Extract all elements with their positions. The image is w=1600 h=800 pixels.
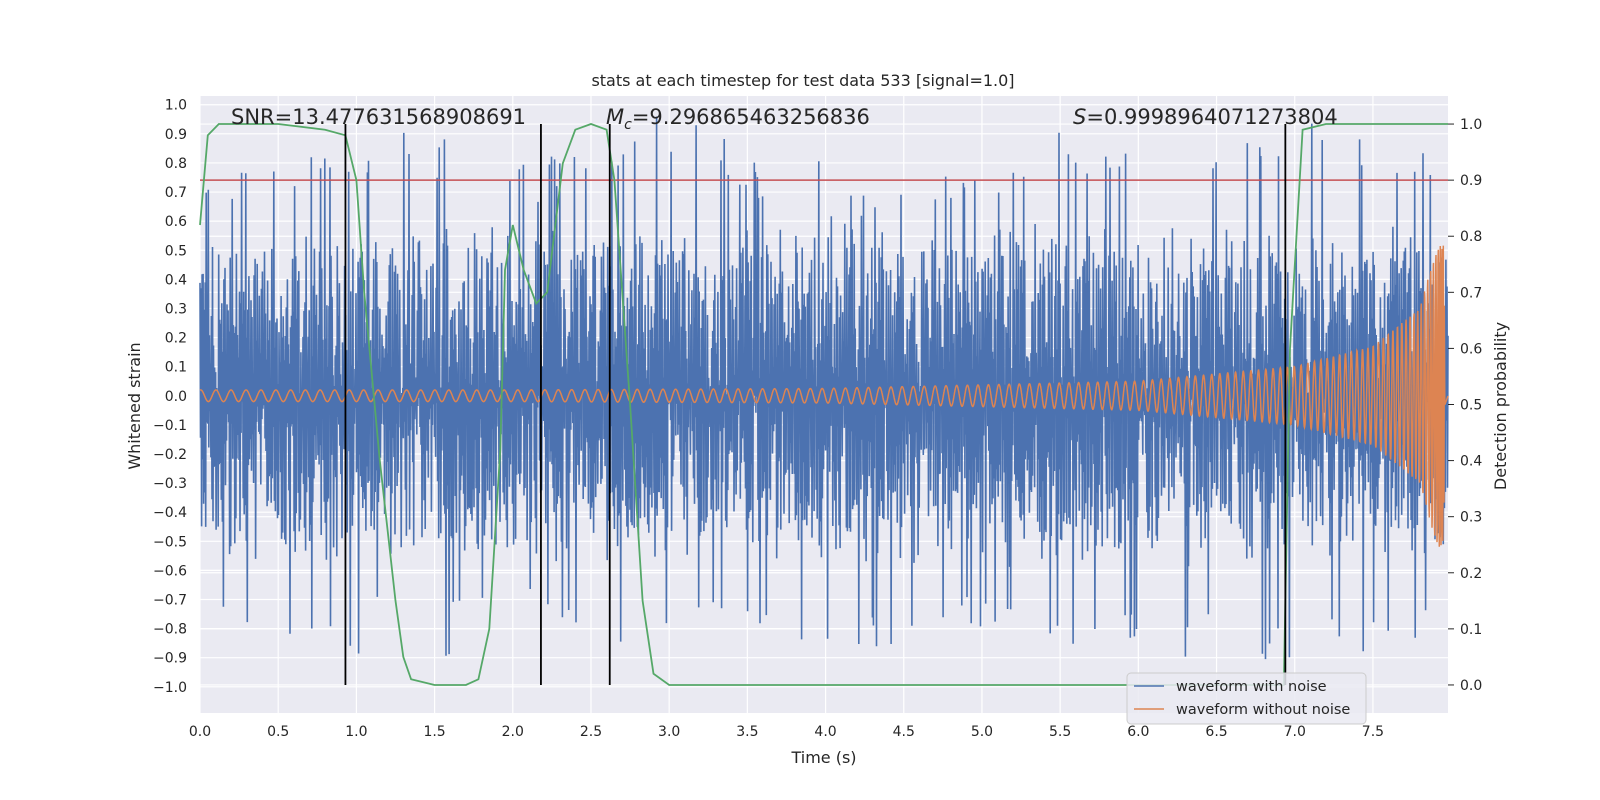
- y-left-tick-label: −0.2: [153, 447, 187, 463]
- y-right-tick-label: 0.5: [1460, 398, 1482, 414]
- y-left-tick-label: 1.0: [165, 98, 187, 114]
- y-right-tick-label: 0.2: [1460, 566, 1482, 582]
- y-right-tick-label: 0.9: [1460, 173, 1482, 189]
- y-right-tick-label: 0.8: [1460, 229, 1482, 245]
- chirp-mass-subscript: c: [624, 117, 632, 133]
- x-tick-label: 1.0: [345, 724, 367, 740]
- y-left-tick-label: −0.9: [153, 651, 187, 667]
- y-right-tick-label: 0.1: [1460, 622, 1482, 638]
- x-tick-label: 1.5: [423, 724, 445, 740]
- x-tick-label: 4.0: [814, 724, 836, 740]
- y-left-tick-label: 0.6: [165, 214, 187, 230]
- x-tick-label: 4.5: [893, 724, 915, 740]
- event-lines: [344, 124, 1287, 685]
- chirp-mass-value: =9.296865463256836: [632, 105, 870, 129]
- x-tick-label: 2.5: [580, 724, 602, 740]
- legend-label-noisy: waveform with noise: [1176, 679, 1327, 695]
- noisy-waveform-line: [199, 116, 1449, 660]
- y-left-tick-label: −0.4: [153, 505, 187, 521]
- x-tick-label: 2.0: [502, 724, 524, 740]
- chirp-mass-symbol: M: [606, 105, 624, 129]
- legend: waveform with noise waveform without noi…: [1126, 672, 1367, 725]
- y-right-tick-label: 0.7: [1460, 285, 1482, 301]
- snr-annotation: SNR=13.477631568908691: [231, 105, 526, 129]
- x-tick-label: 7.0: [1284, 724, 1306, 740]
- y-left-tick-label: 0.0: [165, 389, 187, 405]
- x-tick-label: 5.0: [971, 724, 993, 740]
- y-left-tick-label: −0.5: [153, 534, 187, 550]
- y-right-tick-label: 0.0: [1460, 678, 1482, 694]
- x-tick-label: 5.5: [1049, 724, 1071, 740]
- chart-title: stats at each timestep for test data 533…: [591, 71, 1014, 90]
- y-left-tick-label: 0.8: [165, 156, 187, 172]
- probability-line: [199, 123, 1448, 686]
- y-left-tick-label: 0.1: [165, 360, 187, 376]
- y-left-axis-ticks: 1.0 0.9 0.8 0.7 0.6 0.5 0.4 0.3 0.2 0.1 0.0 −0.1 −0.…: [153, 98, 187, 696]
- y-left-tick-label: −0.1: [153, 418, 187, 434]
- x-tick-label: 6.0: [1127, 724, 1149, 740]
- x-tick-label: 7.5: [1362, 724, 1384, 740]
- score-annotation: S=0.9998964071273804: [1073, 105, 1338, 129]
- y-left-axis-label: Whitened strain: [125, 342, 144, 469]
- y-right-tick-label: 0.4: [1460, 454, 1482, 470]
- clean-waveform-line: [199, 245, 1449, 547]
- y-right-axis-ticks: 0.0 0.1 0.2 0.3 0.4 0.5 0.6 0.7 0.8 0.9 1.0: [1448, 117, 1482, 694]
- y-left-tick-label: 0.7: [165, 185, 187, 201]
- y-left-tick-label: −0.7: [153, 592, 187, 608]
- x-tick-label: 3.0: [658, 724, 680, 740]
- y-left-tick-label: 0.9: [165, 127, 187, 143]
- y-right-tick-label: 1.0: [1460, 117, 1482, 133]
- score-value: =0.9998964071273804: [1086, 105, 1337, 129]
- series-waveform-without-noise: [199, 245, 1449, 547]
- x-tick-label: 3.5: [736, 724, 758, 740]
- y-left-tick-label: 0.5: [165, 243, 187, 259]
- x-tick-label: 0.0: [189, 724, 211, 740]
- y-left-tick-label: −0.3: [153, 476, 187, 492]
- legend-label-clean: waveform without noise: [1176, 702, 1350, 718]
- y-left-tick-label: −1.0: [153, 680, 187, 696]
- y-right-tick-label: 0.3: [1460, 510, 1482, 526]
- y-left-tick-label: 0.3: [165, 301, 187, 317]
- series-detection-probability: [199, 123, 1448, 686]
- legend-box: [1126, 672, 1367, 725]
- chirp-mass-annotation: Mc=9.296865463256836: [606, 105, 870, 133]
- y-left-tick-label: −0.8: [153, 622, 187, 638]
- x-tick-label: 0.5: [267, 724, 289, 740]
- score-symbol: S: [1073, 105, 1086, 129]
- y-left-tick-label: 0.2: [165, 331, 187, 347]
- x-tick-label: 6.5: [1205, 724, 1227, 740]
- y-left-tick-label: −0.6: [153, 563, 187, 579]
- y-left-tick-label: 0.4: [165, 272, 187, 288]
- x-axis-ticks: 0.0 0.5 1.0 1.5 2.0 2.5 3.0 3.5 4.0 4.5 5.0 5.5 6.0 6…: [189, 724, 1384, 740]
- y-right-axis-label: Detection probability: [1491, 322, 1510, 490]
- y-right-tick-label: 0.6: [1460, 341, 1482, 357]
- x-axis-label: Time (s): [790, 748, 856, 767]
- series-waveform-with-noise: [199, 116, 1449, 660]
